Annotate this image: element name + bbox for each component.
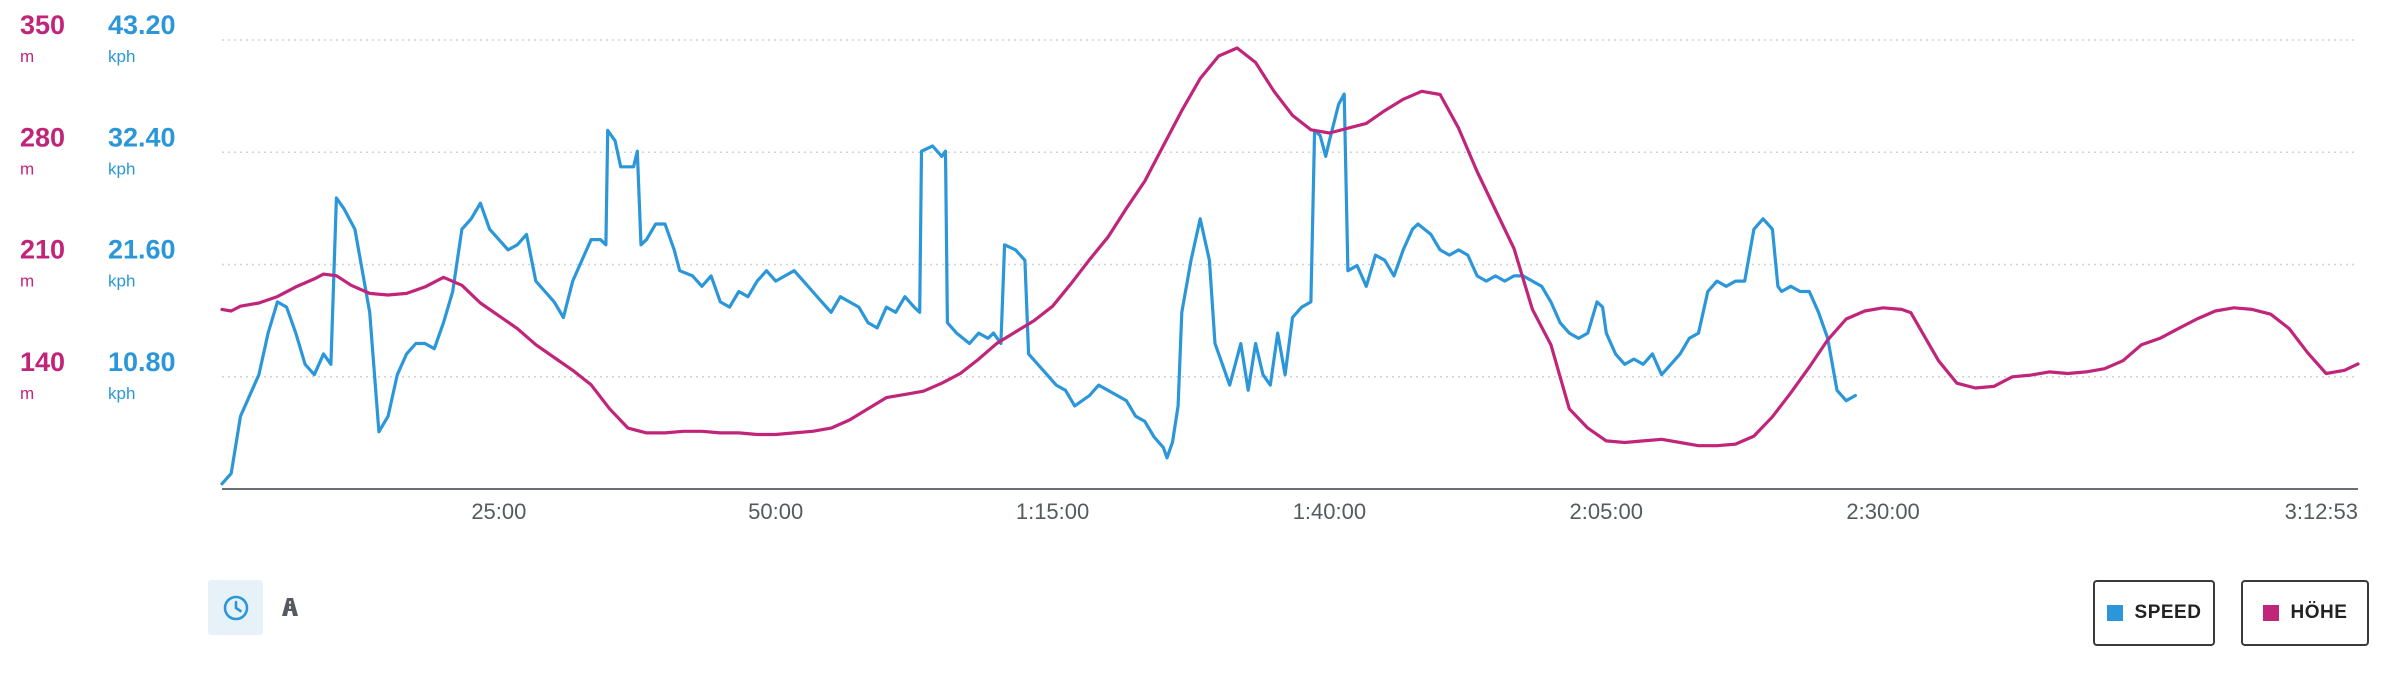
- legend-hoehe-label: HÖHE: [2290, 602, 2348, 623]
- y-right-unit: kph: [108, 384, 135, 403]
- hoehe-swatch: [2262, 605, 2279, 621]
- x-tick-label: 2:05:00: [1570, 499, 1643, 524]
- y-right-unit: kph: [108, 272, 135, 291]
- legend-hoehe-button[interactable]: HÖHE: [2241, 580, 2369, 646]
- y-left-unit: m: [20, 272, 34, 291]
- x-axis: 25:00 50:00 1:15:00 1:40:00 2:05:00 2:30:00 3:…: [222, 488, 2358, 524]
- speed-swatch: [2106, 605, 2123, 621]
- y-right-tick-label: 32.40: [108, 122, 176, 152]
- y-right-tick-label: 43.20: [108, 10, 176, 40]
- x-tick-label: 3:12:53: [2285, 499, 2358, 524]
- x-tick-label: 2:30:00: [1846, 499, 1919, 524]
- y-left-unit: m: [20, 159, 34, 178]
- y-left-tick-label: 210: [20, 235, 65, 265]
- y-right-unit: kph: [108, 159, 135, 178]
- grid-lines: [222, 39, 2358, 378]
- legend-speed-button[interactable]: SPEED: [2093, 580, 2215, 646]
- clock-icon: [223, 595, 248, 620]
- time-axis-toggle[interactable]: [208, 580, 263, 635]
- y-left-tick-label: 140: [20, 347, 65, 377]
- y-right-tick-label: 21.60: [108, 235, 176, 265]
- speed-series-line: [220, 92, 1857, 486]
- hoehe-series-line: [220, 46, 2360, 448]
- y-right-unit: kph: [108, 47, 135, 66]
- series-lines: [220, 46, 2360, 486]
- distance-axis-toggle[interactable]: [275, 589, 305, 625]
- y-axis-labels: 350 m 43.20 kph 280 m 32.40 kph 210 m 21.60 kph 140 m…: [20, 10, 176, 403]
- y-left-unit: m: [20, 47, 34, 66]
- y-left-unit: m: [20, 384, 34, 403]
- x-tick-label: 50:00: [748, 499, 803, 524]
- x-tick-label: 1:40:00: [1293, 499, 1366, 524]
- y-right-tick-label: 10.80: [108, 347, 176, 377]
- y-left-tick-label: 280: [20, 122, 65, 152]
- x-tick-label: 1:15:00: [1016, 499, 1089, 524]
- legend-speed-label: SPEED: [2134, 602, 2202, 623]
- y-left-tick-label: 350: [20, 10, 65, 40]
- x-tick-label: 25:00: [471, 499, 526, 524]
- road-icon: [282, 598, 298, 616]
